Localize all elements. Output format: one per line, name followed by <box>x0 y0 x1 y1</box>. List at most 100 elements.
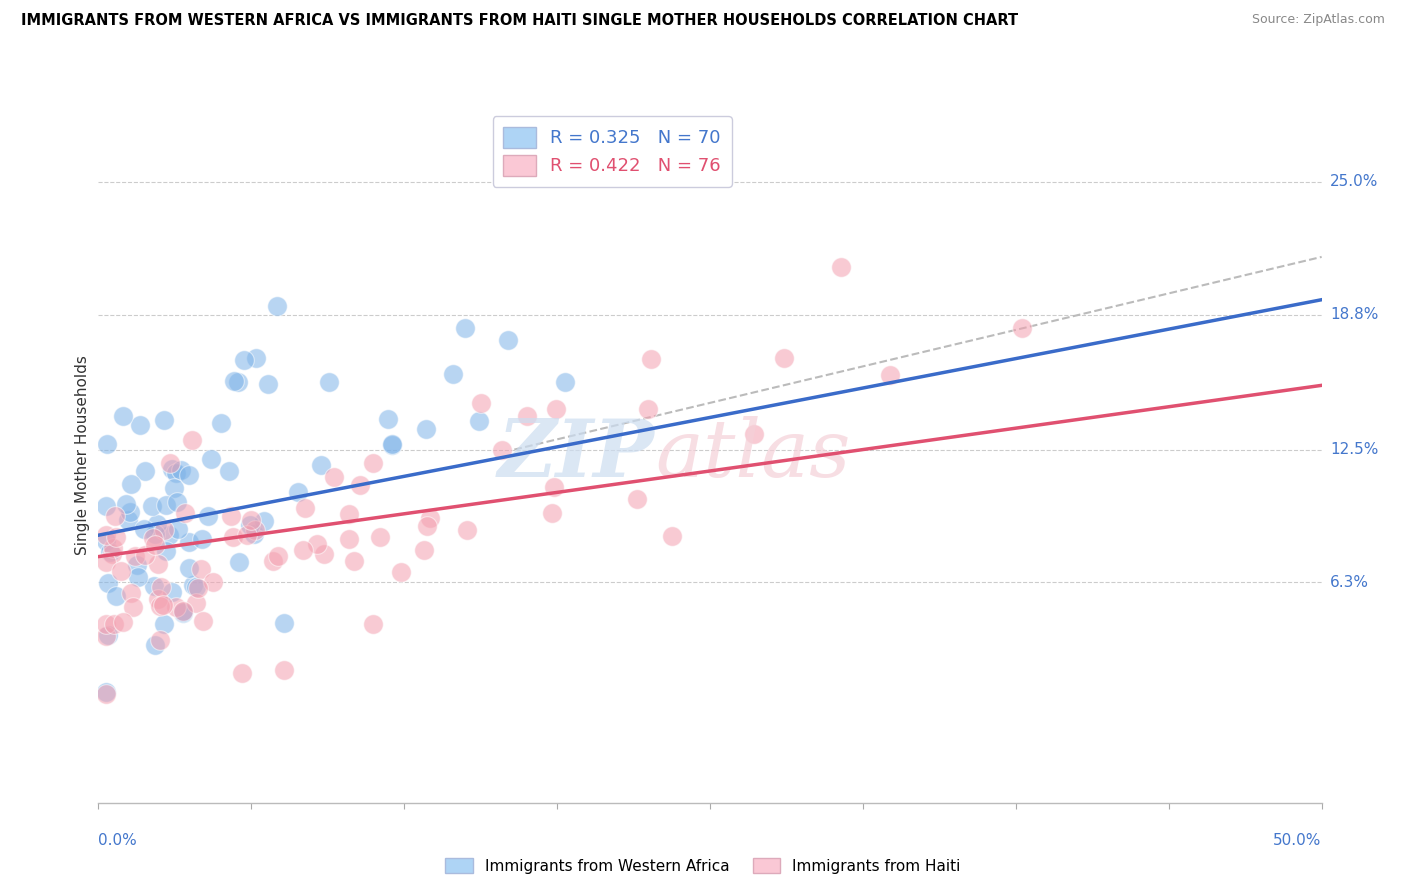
Point <box>152 523 174 537</box>
Point <box>146 517 169 532</box>
Point <box>162 481 184 495</box>
Point <box>181 433 204 447</box>
Point <box>143 579 166 593</box>
Point <box>193 615 215 629</box>
Point <box>94 617 117 632</box>
Point <box>120 585 142 599</box>
Point <box>166 600 188 615</box>
Point <box>413 542 436 557</box>
Text: 25.0%: 25.0% <box>1330 175 1378 189</box>
Point <box>266 299 288 313</box>
Point <box>1011 320 1033 334</box>
Point <box>177 468 200 483</box>
Text: 12.5%: 12.5% <box>1330 442 1378 457</box>
Point <box>152 413 174 427</box>
Point <box>110 564 132 578</box>
Point <box>94 534 117 549</box>
Text: Source: ZipAtlas.com: Source: ZipAtlas.com <box>1251 13 1385 27</box>
Point <box>103 616 125 631</box>
Point <box>100 548 122 562</box>
Point <box>640 351 662 366</box>
Point <box>143 638 166 652</box>
Text: 50.0%: 50.0% <box>1274 833 1322 848</box>
Point <box>456 523 478 537</box>
Point <box>94 500 117 514</box>
Point <box>221 508 243 523</box>
Point <box>153 617 176 632</box>
Point <box>318 376 340 390</box>
Point <box>233 352 256 367</box>
Point <box>149 633 172 648</box>
Point <box>104 530 127 544</box>
Point <box>159 456 181 470</box>
Point <box>160 462 183 476</box>
Point <box>239 517 262 532</box>
Point <box>381 437 404 451</box>
Point <box>191 532 214 546</box>
Point <box>337 532 360 546</box>
Point <box>262 554 284 568</box>
Point <box>291 542 314 557</box>
Point <box>145 527 167 541</box>
Point <box>361 616 384 631</box>
Point <box>115 497 138 511</box>
Point <box>381 438 404 452</box>
Legend: R = 0.325   N = 70, R = 0.422   N = 76: R = 0.325 N = 70, R = 0.422 N = 76 <box>492 116 731 186</box>
Point <box>98 544 121 558</box>
Point <box>773 351 796 365</box>
Point <box>491 442 513 457</box>
Text: atlas: atlas <box>655 417 851 493</box>
Point <box>179 561 201 575</box>
Point <box>309 458 332 472</box>
Point <box>165 466 187 480</box>
Point <box>160 585 183 599</box>
Point <box>454 321 477 335</box>
Point <box>470 396 492 410</box>
Point <box>184 596 207 610</box>
Point <box>111 409 134 423</box>
Point <box>218 464 240 478</box>
Point <box>155 544 177 558</box>
Text: 0.0%: 0.0% <box>98 833 138 848</box>
Text: 6.3%: 6.3% <box>1330 574 1369 590</box>
Point <box>879 368 901 382</box>
Point <box>468 413 491 427</box>
Point <box>125 558 148 572</box>
Point <box>253 514 276 528</box>
Point <box>143 538 166 552</box>
Point <box>94 685 117 699</box>
Text: IMMIGRANTS FROM WESTERN AFRICA VS IMMIGRANTS FROM HAITI SINGLE MOTHER HOUSEHOLDS: IMMIGRANTS FROM WESTERN AFRICA VS IMMIGR… <box>21 13 1018 29</box>
Point <box>637 402 659 417</box>
Point <box>368 530 391 544</box>
Point <box>543 480 565 494</box>
Point <box>222 374 245 388</box>
Point <box>349 478 371 492</box>
Point <box>134 464 156 478</box>
Point <box>184 580 207 594</box>
Point <box>173 506 195 520</box>
Point <box>141 531 163 545</box>
Point <box>342 554 364 568</box>
Point <box>97 575 120 590</box>
Point <box>134 548 156 562</box>
Point <box>307 537 329 551</box>
Point <box>498 333 520 347</box>
Point <box>626 491 648 506</box>
Point <box>187 581 209 595</box>
Point <box>94 555 117 569</box>
Point <box>197 508 219 523</box>
Point <box>120 477 142 491</box>
Point <box>155 499 177 513</box>
Point <box>181 578 204 592</box>
Point <box>120 505 142 519</box>
Point <box>222 530 245 544</box>
Point <box>361 456 384 470</box>
Point <box>129 417 152 432</box>
Point <box>96 437 118 451</box>
Point <box>273 616 295 631</box>
Point <box>152 598 174 612</box>
Point <box>97 628 120 642</box>
Point <box>132 522 155 536</box>
Point <box>146 592 169 607</box>
Point <box>322 469 344 483</box>
